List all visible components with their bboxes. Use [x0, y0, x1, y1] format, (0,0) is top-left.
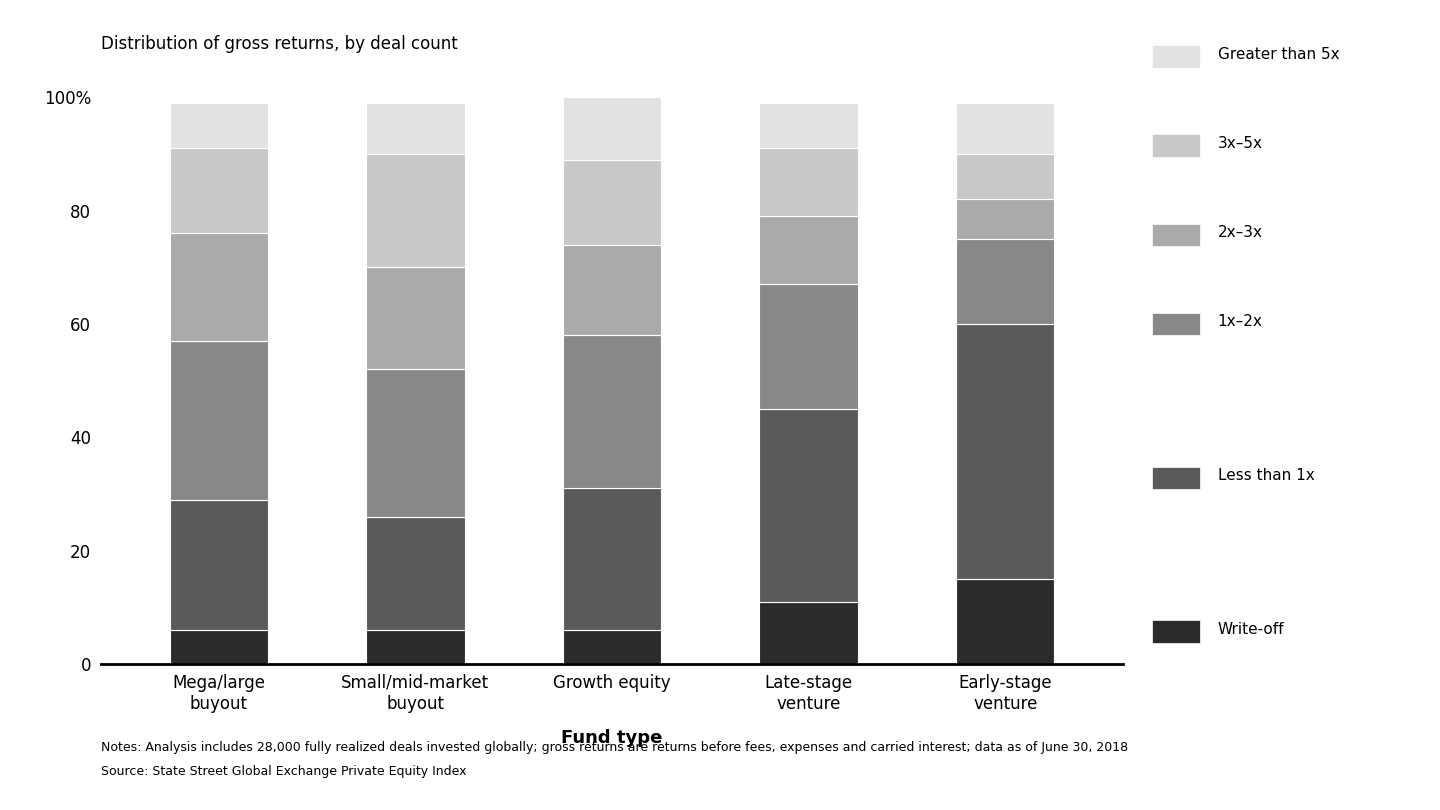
- Bar: [563, 245, 661, 335]
- Text: Notes: Analysis includes 28,000 fully realized deals invested globally; gross re: Notes: Analysis includes 28,000 fully re…: [101, 741, 1128, 754]
- Bar: [366, 267, 465, 369]
- Bar: [563, 630, 661, 664]
- X-axis label: Fund type: Fund type: [562, 729, 662, 748]
- Text: 1x–2x: 1x–2x: [1218, 314, 1263, 329]
- Bar: [366, 103, 465, 154]
- Bar: [366, 369, 465, 517]
- Bar: [759, 602, 858, 664]
- Text: Source: State Street Global Exchange Private Equity Index: Source: State Street Global Exchange Pri…: [101, 765, 467, 778]
- Bar: [366, 154, 465, 267]
- Bar: [759, 216, 858, 284]
- Text: 3x–5x: 3x–5x: [1218, 136, 1263, 151]
- Bar: [956, 154, 1054, 199]
- Bar: [759, 148, 858, 216]
- Text: Distribution of gross returns, by deal count: Distribution of gross returns, by deal c…: [101, 35, 458, 53]
- Bar: [563, 488, 661, 630]
- Bar: [170, 233, 268, 341]
- Bar: [170, 148, 268, 233]
- Bar: [170, 103, 268, 148]
- Text: 2x–3x: 2x–3x: [1218, 225, 1263, 240]
- Bar: [759, 103, 858, 148]
- Bar: [563, 97, 661, 160]
- Bar: [956, 199, 1054, 239]
- Bar: [366, 517, 465, 630]
- Bar: [956, 324, 1054, 579]
- Bar: [170, 341, 268, 500]
- Bar: [956, 239, 1054, 324]
- Text: Write-off: Write-off: [1218, 622, 1284, 637]
- Bar: [759, 409, 858, 602]
- Bar: [956, 103, 1054, 154]
- Text: Greater than 5x: Greater than 5x: [1218, 47, 1339, 62]
- Bar: [170, 630, 268, 664]
- Bar: [956, 579, 1054, 664]
- Bar: [170, 500, 268, 630]
- Bar: [563, 160, 661, 245]
- Bar: [563, 335, 661, 488]
- Bar: [366, 630, 465, 664]
- Text: Less than 1x: Less than 1x: [1218, 468, 1315, 483]
- Bar: [759, 284, 858, 409]
